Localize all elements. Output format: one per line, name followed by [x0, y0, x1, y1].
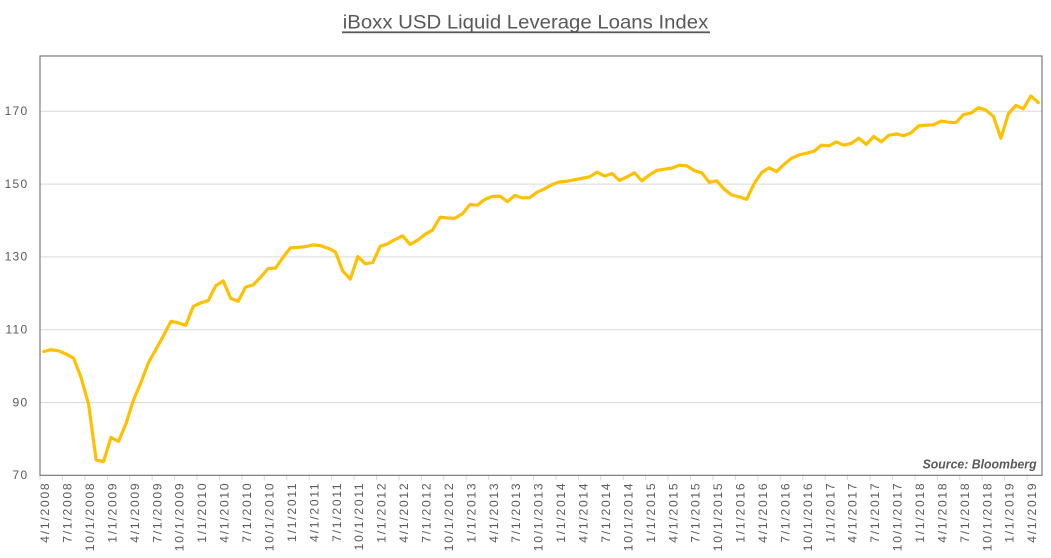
svg-text:4/1/2017: 4/1/2017	[846, 482, 860, 543]
svg-text:4/1/2019: 4/1/2019	[1025, 482, 1039, 543]
svg-text:7/1/2010: 7/1/2010	[240, 482, 254, 543]
svg-text:170: 170	[5, 104, 29, 118]
svg-text:10/1/2012: 10/1/2012	[442, 482, 456, 552]
svg-text:4/1/2010: 4/1/2010	[218, 482, 232, 543]
svg-text:iBoxx USD Liquid Leverage Loan: iBoxx USD Liquid Leverage Loans Index	[343, 12, 709, 34]
svg-text:10/1/2015: 10/1/2015	[711, 482, 725, 552]
svg-text:90: 90	[13, 395, 29, 409]
svg-text:10/1/2013: 10/1/2013	[532, 482, 546, 552]
svg-text:7/1/2014: 7/1/2014	[599, 482, 613, 543]
svg-text:150: 150	[5, 177, 29, 191]
svg-text:7/1/2016: 7/1/2016	[778, 482, 792, 543]
svg-text:1/1/2011: 1/1/2011	[285, 482, 299, 542]
svg-text:7/1/2018: 7/1/2018	[958, 482, 972, 543]
svg-text:10/1/2008: 10/1/2008	[83, 482, 97, 552]
svg-text:7/1/2015: 7/1/2015	[689, 482, 703, 543]
svg-text:1/1/2013: 1/1/2013	[464, 482, 478, 543]
svg-text:4/1/2012: 4/1/2012	[397, 482, 411, 543]
svg-text:1/1/2009: 1/1/2009	[105, 482, 119, 543]
svg-text:7/1/2009: 7/1/2009	[150, 482, 164, 543]
svg-text:10/1/2011: 10/1/2011	[352, 482, 366, 551]
svg-text:4/1/2011: 4/1/2011	[307, 482, 321, 542]
svg-text:7/1/2013: 7/1/2013	[509, 482, 523, 543]
svg-text:70: 70	[13, 468, 29, 482]
svg-text:4/1/2015: 4/1/2015	[666, 482, 680, 543]
svg-text:10/1/2018: 10/1/2018	[980, 482, 994, 552]
svg-text:1/1/2019: 1/1/2019	[1003, 482, 1017, 543]
svg-text:10/1/2010: 10/1/2010	[262, 482, 276, 552]
svg-text:110: 110	[5, 323, 28, 337]
svg-text:7/1/2017: 7/1/2017	[868, 482, 882, 543]
svg-text:1/1/2018: 1/1/2018	[913, 482, 927, 543]
svg-text:1/1/2014: 1/1/2014	[554, 482, 568, 543]
svg-text:1/1/2012: 1/1/2012	[375, 482, 389, 543]
svg-text:130: 130	[5, 250, 29, 264]
svg-text:4/1/2013: 4/1/2013	[487, 482, 501, 543]
svg-text:1/1/2016: 1/1/2016	[734, 482, 748, 543]
svg-text:1/1/2015: 1/1/2015	[644, 482, 658, 543]
svg-text:10/1/2009: 10/1/2009	[173, 482, 187, 552]
svg-text:4/1/2008: 4/1/2008	[38, 482, 52, 543]
svg-text:4/1/2018: 4/1/2018	[935, 482, 949, 543]
svg-text:4/1/2016: 4/1/2016	[756, 482, 770, 543]
svg-text:7/1/2012: 7/1/2012	[420, 482, 434, 543]
svg-text:10/1/2017: 10/1/2017	[891, 482, 905, 552]
svg-text:Source: Bloomberg: Source: Bloomberg	[923, 458, 1037, 472]
svg-text:10/1/2016: 10/1/2016	[801, 482, 815, 552]
svg-text:4/1/2014: 4/1/2014	[577, 482, 591, 543]
svg-text:4/1/2009: 4/1/2009	[128, 482, 142, 543]
svg-text:1/1/2017: 1/1/2017	[823, 482, 837, 543]
svg-text:7/1/2011: 7/1/2011	[330, 482, 344, 542]
svg-text:1/1/2010: 1/1/2010	[195, 482, 209, 543]
svg-text:7/1/2008: 7/1/2008	[61, 482, 75, 543]
svg-text:10/1/2014: 10/1/2014	[621, 482, 635, 552]
